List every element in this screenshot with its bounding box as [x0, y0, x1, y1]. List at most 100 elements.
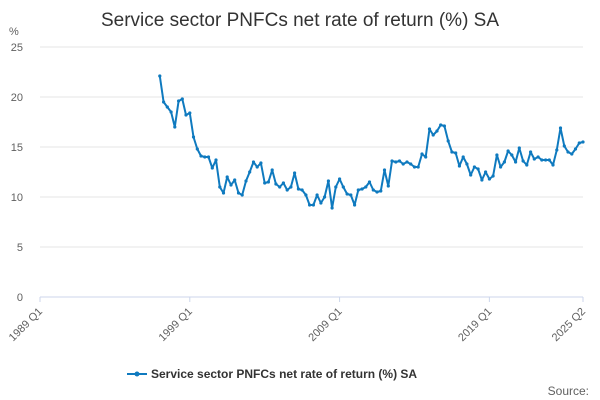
data-point[interactable] [203, 155, 207, 159]
data-point[interactable] [195, 147, 199, 151]
data-point[interactable] [469, 173, 473, 177]
data-point[interactable] [442, 124, 446, 128]
data-point[interactable] [379, 189, 383, 193]
data-point[interactable] [248, 170, 252, 174]
data-point[interactable] [184, 113, 188, 117]
data-point[interactable] [240, 193, 244, 197]
data-point[interactable] [457, 164, 461, 168]
data-point[interactable] [517, 146, 521, 150]
data-point[interactable] [330, 206, 334, 210]
data-point[interactable] [484, 170, 488, 174]
data-point[interactable] [461, 155, 465, 159]
data-point[interactable] [536, 155, 540, 159]
data-point[interactable] [491, 174, 495, 178]
data-point[interactable] [158, 74, 162, 78]
data-point[interactable] [371, 188, 375, 192]
data-point[interactable] [259, 161, 263, 165]
data-point[interactable] [221, 191, 226, 195]
data-point[interactable] [225, 175, 229, 179]
data-point[interactable] [188, 111, 192, 115]
data-point[interactable] [345, 192, 349, 196]
data-point[interactable] [296, 187, 300, 191]
data-point[interactable] [521, 159, 525, 163]
data-point[interactable] [285, 188, 289, 192]
data-point[interactable] [544, 158, 548, 162]
data-point[interactable] [551, 163, 555, 167]
data-point[interactable] [562, 144, 566, 148]
data-point[interactable] [353, 203, 357, 207]
data-point[interactable] [308, 203, 312, 207]
data-point[interactable] [397, 159, 402, 163]
data-point[interactable] [581, 140, 585, 144]
data-point[interactable] [180, 97, 184, 101]
data-point[interactable] [233, 178, 237, 182]
data-point[interactable] [382, 168, 387, 172]
data-point[interactable] [360, 187, 364, 191]
data-point[interactable] [251, 160, 256, 164]
data-point[interactable] [390, 159, 394, 163]
data-point[interactable] [278, 185, 282, 189]
data-point[interactable] [420, 152, 424, 156]
data-point[interactable] [214, 158, 218, 162]
data-point[interactable] [173, 125, 177, 129]
data-point[interactable] [191, 135, 196, 139]
data-point[interactable] [401, 162, 405, 166]
data-point[interactable] [270, 168, 274, 172]
data-point[interactable] [210, 166, 214, 170]
data-point[interactable] [525, 163, 529, 167]
data-point[interactable] [206, 155, 211, 159]
data-point[interactable] [472, 165, 476, 169]
data-point[interactable] [540, 158, 544, 162]
data-point[interactable] [514, 160, 518, 164]
data-point[interactable] [480, 178, 484, 182]
data-point[interactable] [229, 183, 233, 187]
data-point[interactable] [409, 162, 413, 166]
data-point[interactable] [532, 157, 536, 161]
data-point[interactable] [334, 185, 338, 189]
data-point[interactable] [412, 165, 417, 169]
data-point[interactable] [338, 177, 342, 181]
data-point[interactable] [356, 188, 360, 192]
data-point[interactable] [439, 123, 443, 127]
data-point[interactable] [274, 182, 278, 186]
data-point[interactable] [281, 181, 285, 185]
data-point[interactable] [165, 105, 169, 109]
legend[interactable]: Service sector PNFCs net rate of return … [127, 367, 417, 381]
data-point[interactable] [364, 185, 368, 189]
data-point[interactable] [570, 152, 574, 156]
data-point[interactable] [177, 99, 181, 103]
data-point[interactable] [375, 190, 379, 194]
data-point[interactable] [558, 126, 563, 130]
data-point[interactable] [547, 158, 551, 162]
data-point[interactable] [394, 160, 398, 164]
data-point[interactable] [386, 184, 390, 188]
data-point[interactable] [454, 151, 458, 155]
series-layer[interactable] [158, 74, 585, 210]
data-point[interactable] [323, 195, 327, 199]
data-point[interactable] [450, 150, 454, 154]
data-point[interactable] [304, 193, 308, 197]
data-point[interactable] [341, 185, 345, 189]
data-point[interactable] [431, 133, 435, 137]
data-point[interactable] [566, 150, 570, 154]
data-point[interactable] [218, 185, 222, 189]
data-point[interactable] [577, 141, 581, 145]
data-point[interactable] [300, 188, 304, 192]
data-point[interactable] [319, 201, 323, 205]
data-point[interactable] [349, 193, 353, 197]
data-point[interactable] [311, 203, 315, 207]
data-point[interactable] [506, 149, 510, 153]
data-point[interactable] [446, 139, 450, 143]
data-point[interactable] [293, 171, 297, 175]
legend-label[interactable]: Service sector PNFCs net rate of return … [151, 367, 417, 381]
data-point[interactable] [495, 153, 499, 157]
data-point[interactable] [289, 185, 293, 189]
data-point[interactable] [487, 177, 491, 181]
data-point[interactable] [255, 165, 259, 169]
data-point[interactable] [162, 100, 166, 104]
data-point[interactable] [427, 127, 432, 131]
data-point[interactable] [169, 110, 173, 114]
data-point[interactable] [236, 191, 241, 195]
data-point[interactable] [424, 155, 428, 159]
data-point[interactable] [510, 153, 514, 157]
